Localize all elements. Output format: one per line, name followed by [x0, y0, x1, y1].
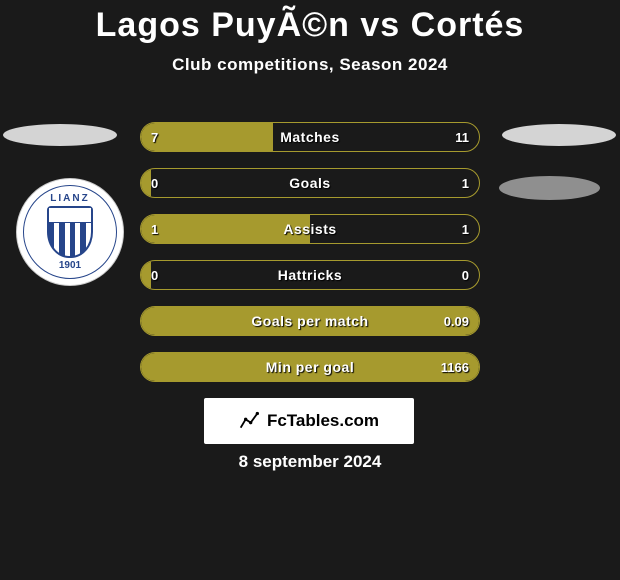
- stat-value-left: 0: [151, 261, 158, 289]
- player-right-placeholder: [502, 124, 616, 146]
- stat-label: Hattricks: [141, 261, 479, 289]
- stat-value-right: 0.09: [444, 307, 469, 335]
- stat-value-left: 0: [151, 169, 158, 197]
- stat-row: Assists1 1: [140, 214, 480, 244]
- attribution-text: FcTables.com: [267, 411, 379, 431]
- club-badge-left: LIANZ 1901: [16, 178, 124, 286]
- fctables-logo-icon: [239, 411, 259, 431]
- stat-row: Goals per match0.09: [140, 306, 480, 336]
- stat-value-right: 11: [455, 123, 469, 151]
- stat-row: Hattricks0 0: [140, 260, 480, 290]
- attribution-banner: FcTables.com: [204, 398, 414, 444]
- stat-label: Matches: [141, 123, 479, 151]
- page-title: Lagos PuyÃ©n vs Cortés: [0, 0, 620, 45]
- stat-row: Min per goal1166: [140, 352, 480, 382]
- stat-label: Goals per match: [141, 307, 479, 335]
- player-left-placeholder: [3, 124, 117, 146]
- stat-label: Min per goal: [141, 353, 479, 381]
- comparison-chart: Matches711Goals01Assists11Hattricks00Goa…: [140, 122, 480, 398]
- stat-value-right: 0: [462, 261, 469, 289]
- badge-shield-icon: [47, 206, 93, 258]
- stat-row: Goals0 1: [140, 168, 480, 198]
- stat-value-left: 7: [151, 123, 158, 151]
- club-right-placeholder: [499, 176, 600, 200]
- date-text: 8 september 2024: [0, 452, 620, 472]
- stat-value-right: 1: [462, 169, 469, 197]
- stat-label: Assists: [141, 215, 479, 243]
- stat-value-right: 1166: [441, 353, 469, 381]
- stat-row: Matches7 11: [140, 122, 480, 152]
- stat-value-left: 1: [151, 215, 158, 243]
- stat-label: Goals: [141, 169, 479, 197]
- stat-value-right: 1: [462, 215, 469, 243]
- subtitle: Club competitions, Season 2024: [0, 55, 620, 75]
